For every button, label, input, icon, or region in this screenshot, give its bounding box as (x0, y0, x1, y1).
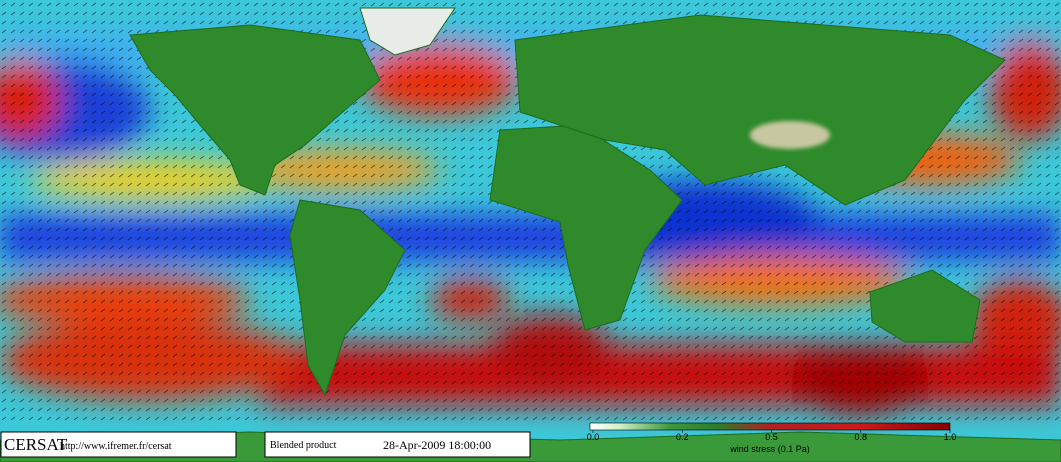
south-america (289, 199, 406, 397)
source-url: http://www.ifremer.fr/cersat (60, 441, 172, 452)
australia (869, 269, 981, 343)
source-box (0, 431, 237, 458)
colorbar-gradient (589, 422, 951, 431)
africa (489, 124, 683, 331)
colorbar-tick-label: 0.0 (587, 432, 600, 442)
logo: CERSAT (4, 435, 68, 454)
product-date: 28-Apr-2009 18:00:00 (383, 438, 491, 452)
colorbar-tick-label: 1.0 (944, 432, 957, 442)
colorbar-tick-label: 0.2 (676, 432, 689, 442)
colorbar-label: wind stress (0.1 Pa) (729, 444, 810, 454)
colorbar-tick-label: 0.8 (854, 432, 867, 442)
colorbar: wind stress (0.1 Pa) (589, 422, 951, 454)
eurasia (514, 14, 1006, 206)
greenland (359, 7, 456, 56)
land (0, 7, 1061, 462)
colorbar-tick-label: 0.5 (765, 432, 778, 442)
info-panel: CERSAT http://www.ifremer.fr/cersat Blen… (0, 431, 531, 458)
product-name: Blended product (270, 440, 337, 451)
product-box (264, 431, 531, 458)
north-america (129, 24, 381, 196)
